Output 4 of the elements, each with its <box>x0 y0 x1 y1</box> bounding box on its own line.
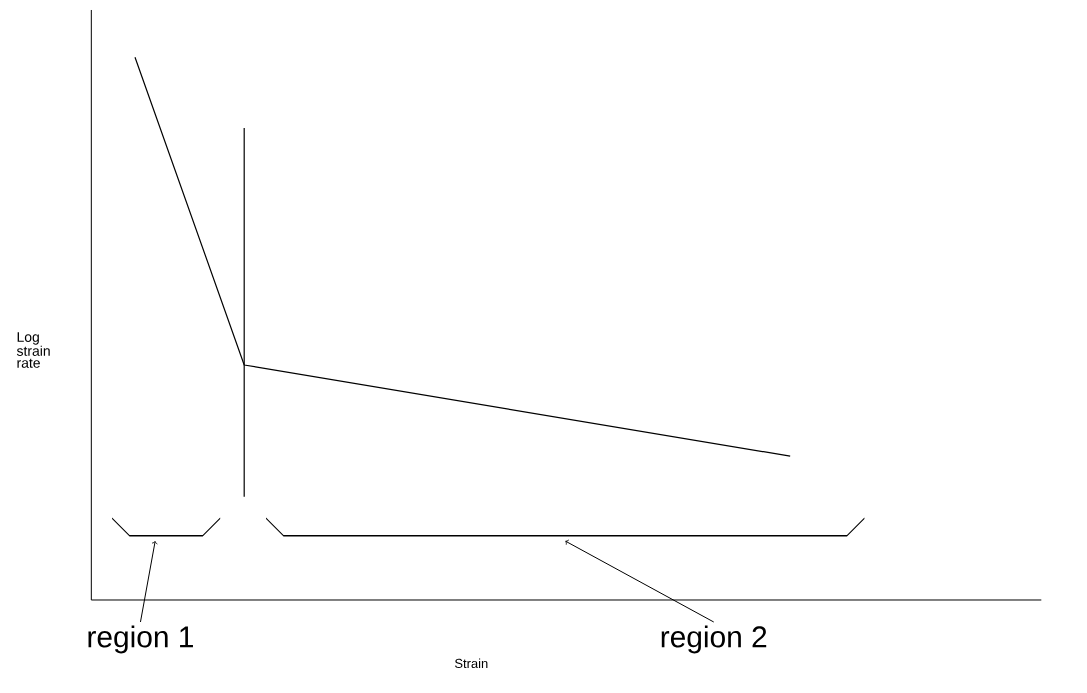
x-axis-title: Strain <box>454 658 488 669</box>
y-axis-title: Log strain rate <box>16 332 50 368</box>
text: region 2 <box>661 625 767 654</box>
text: region 1 <box>88 625 193 654</box>
